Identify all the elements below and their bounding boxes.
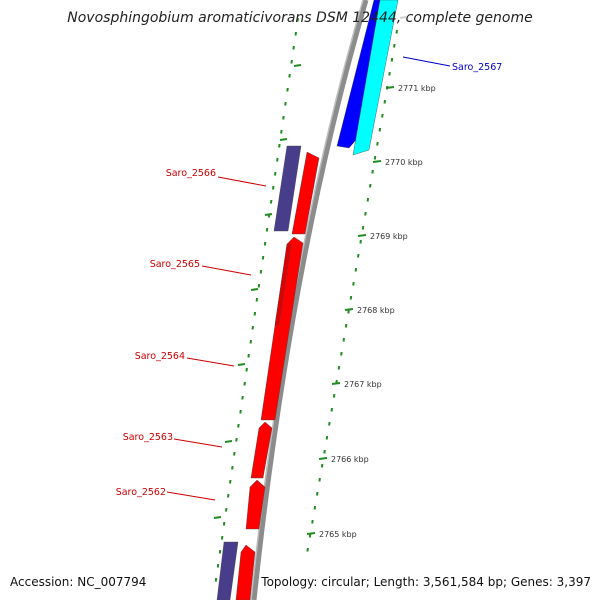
accession-info: Accession: NC_007794 xyxy=(10,575,146,589)
outer-ring-dash xyxy=(250,288,259,291)
outer-ring-dash xyxy=(264,213,273,216)
gene-saro-2565 xyxy=(260,236,304,421)
gene-label: Saro_2562 xyxy=(116,487,166,498)
gene-label-connector xyxy=(201,265,252,276)
outer-ring-dash xyxy=(279,138,288,141)
tick-label: 2768 kbp xyxy=(357,306,395,315)
outer-ring-dash xyxy=(237,363,246,366)
backbone-highlight xyxy=(250,0,364,600)
outer-dotted-ring xyxy=(214,17,299,582)
topology-label: Topology: xyxy=(261,575,318,589)
cyan-feature-2567 xyxy=(352,0,399,156)
gene-label: Saro_2567 xyxy=(452,62,502,73)
gene-label: Saro_2563 xyxy=(123,432,173,443)
tick-mark xyxy=(372,160,382,163)
map-title: Novosphingobium aromaticivorans DSM 1244… xyxy=(67,10,533,26)
gene-label-connector xyxy=(186,357,235,367)
slate-feature-2566 xyxy=(273,145,302,232)
length-value: 3,561,584 bp xyxy=(422,575,503,589)
gene-bottom xyxy=(235,544,256,600)
backbone-line xyxy=(251,0,369,600)
gene-label-connector xyxy=(217,176,267,187)
gene-label: Saro_2565 xyxy=(150,259,200,270)
tick-label: 2767 kbp xyxy=(344,380,382,389)
gene-label-connector xyxy=(173,438,223,448)
genome-stats: Topology: circular; Length: 3,561,584 bp… xyxy=(261,575,591,589)
outer-ring-dash xyxy=(293,64,302,67)
tick-label: 2769 kbp xyxy=(370,232,408,241)
tick-mark xyxy=(344,308,354,311)
gene-saro-2563 xyxy=(250,421,273,479)
gene-label: Saro_2564 xyxy=(135,351,185,362)
tick-mark xyxy=(385,86,395,89)
tick-mark xyxy=(318,457,328,460)
genes-label: Genes: xyxy=(510,575,553,589)
accession-value: NC_007794 xyxy=(77,575,147,589)
tick-label: 2766 kbp xyxy=(331,455,369,464)
gene-saro-2566 xyxy=(291,151,320,235)
tick-label: 2771 kbp xyxy=(398,84,436,93)
slate-feature-bottom xyxy=(216,541,239,600)
tick-label: 2770 kbp xyxy=(385,158,423,167)
outer-ring-dash xyxy=(224,440,233,443)
length-label: Length: xyxy=(373,575,420,589)
gene-label: Saro_2566 xyxy=(166,168,216,179)
tick-label: 2765 kbp xyxy=(319,530,357,539)
tick-mark-faded xyxy=(399,16,407,19)
gene-label-connector xyxy=(402,56,451,67)
gene-label-connector xyxy=(166,491,216,501)
tick-mark xyxy=(331,382,341,385)
tick-mark xyxy=(357,234,367,237)
topology-value: circular xyxy=(321,575,366,589)
tick-mark xyxy=(306,532,316,535)
outer-ring-dash xyxy=(213,516,222,519)
accession-label: Accession: xyxy=(10,575,74,589)
gene-saro-2564 xyxy=(274,243,292,326)
gene-saro-2562 xyxy=(245,479,266,530)
genes-value: 3,397 xyxy=(556,575,591,589)
